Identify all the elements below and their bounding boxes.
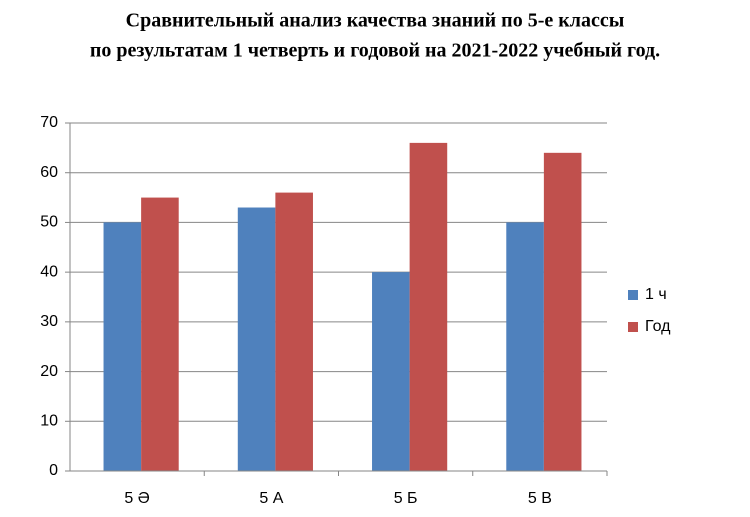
y-tick-label: 60 [40, 164, 58, 181]
y-tick-label: 40 [40, 263, 58, 280]
chart-title: по результатам 1 четверть и годовой на 2… [90, 40, 660, 62]
bar [409, 142, 448, 471]
y-tick-label: 10 [40, 413, 58, 430]
chart-title: Сравнительный анализ качества знаний по … [126, 10, 625, 32]
bar [506, 222, 544, 471]
bar [543, 152, 582, 472]
bar [275, 192, 313, 471]
x-tick-label: 5 Ә [124, 490, 149, 507]
legend-label: Год [645, 318, 671, 335]
bar [103, 222, 142, 471]
legend-swatch [628, 322, 638, 332]
legend-label: 1 ч [645, 286, 667, 303]
legend-swatch [628, 290, 638, 300]
y-tick-label: 30 [40, 313, 58, 330]
bar [141, 197, 179, 472]
bar [372, 272, 410, 471]
y-tick-label: 70 [40, 114, 58, 131]
x-tick-label: 5 Б [394, 490, 418, 507]
x-tick-label: 5 В [528, 490, 552, 507]
bar [237, 207, 276, 471]
y-tick-label: 0 [49, 462, 58, 479]
y-tick-label: 50 [40, 214, 58, 231]
x-tick-label: 5 А [259, 490, 283, 507]
y-tick-label: 20 [40, 363, 58, 380]
